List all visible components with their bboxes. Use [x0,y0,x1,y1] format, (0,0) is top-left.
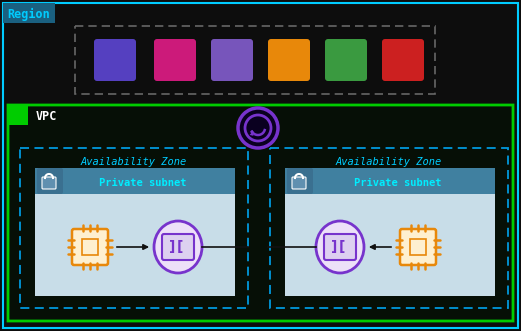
Circle shape [245,115,271,141]
Text: Availability Zone: Availability Zone [336,157,442,167]
FancyBboxPatch shape [162,234,194,260]
Bar [82,239,98,255]
Bar [8,105,28,125]
FancyBboxPatch shape [72,229,108,265]
Ellipse shape [154,221,202,273]
Bar [410,239,426,255]
FancyBboxPatch shape [268,39,310,81]
FancyBboxPatch shape [35,168,235,194]
FancyBboxPatch shape [287,168,313,194]
FancyBboxPatch shape [35,168,235,296]
Text: [: [ [177,240,183,254]
FancyBboxPatch shape [400,229,436,265]
FancyBboxPatch shape [292,177,306,189]
Text: ]: ] [169,240,175,254]
FancyBboxPatch shape [154,39,196,81]
FancyBboxPatch shape [324,234,356,260]
Text: VPC: VPC [36,110,57,122]
FancyBboxPatch shape [325,39,367,81]
Text: Private subnet: Private subnet [99,178,187,188]
FancyBboxPatch shape [94,39,136,81]
FancyBboxPatch shape [42,177,56,189]
FancyBboxPatch shape [285,168,495,194]
Ellipse shape [316,221,364,273]
FancyBboxPatch shape [211,39,253,81]
FancyBboxPatch shape [382,39,424,81]
Text: [: [ [339,240,345,254]
Circle shape [238,108,278,148]
Bar [3,3,55,23]
FancyBboxPatch shape [285,168,495,296]
FancyBboxPatch shape [37,168,63,194]
Text: Region: Region [7,8,49,21]
FancyBboxPatch shape [8,105,513,321]
Circle shape [251,130,254,133]
Text: Private subnet: Private subnet [354,178,442,188]
Text: ]: ] [331,240,337,254]
Text: Availability Zone: Availability Zone [81,157,187,167]
